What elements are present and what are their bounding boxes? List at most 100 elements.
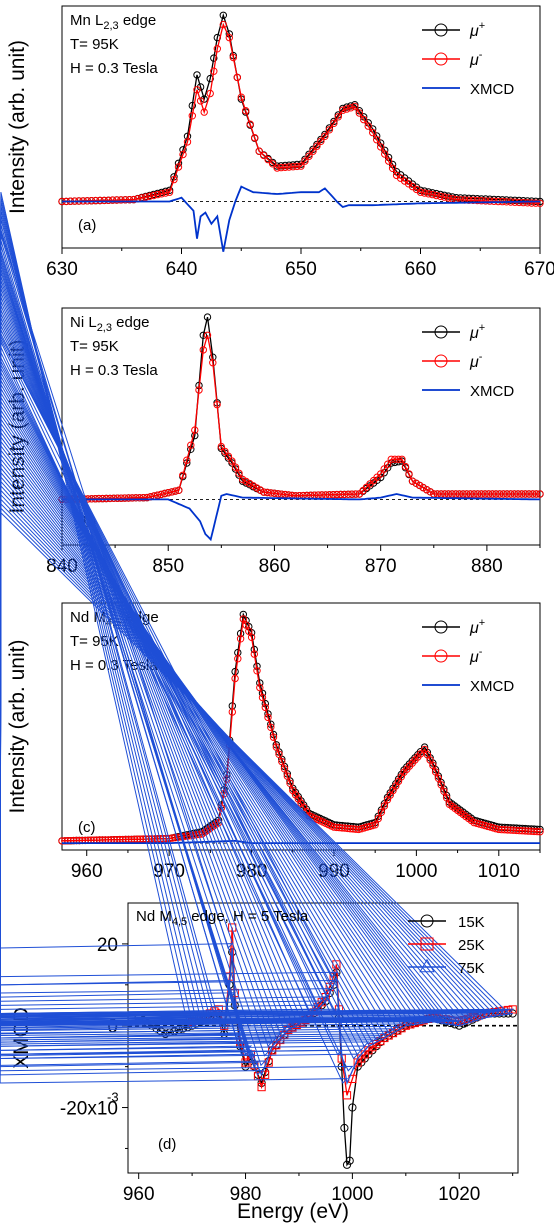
data-point [473,196,481,205]
data-point [0,261,263,1076]
data-point [0,292,294,1029]
legend-mu: μ [469,52,479,69]
series-line [62,185,540,252]
legend-item: μ- [422,351,483,371]
data-point [260,488,268,496]
data-point [200,108,208,116]
legend-mu: μ [469,649,479,666]
data-point [153,491,162,499]
data-point [536,490,544,498]
data-point [391,455,399,463]
data-point [187,441,195,449]
legend-label: 75K [458,960,485,977]
plot-frame [127,902,519,1174]
data-point [210,54,218,62]
data-point [533,827,541,836]
series-line [61,22,541,204]
data-point [213,400,221,409]
data-point [193,71,201,79]
data-point [297,162,305,170]
data-point [104,196,113,205]
data-point [113,494,122,502]
x-tick-label: 1000 [331,1184,373,1205]
data-point [193,86,201,94]
data-point [143,493,151,502]
legend-marker [420,914,434,928]
data-point [321,130,329,139]
data-point [0,378,382,1041]
data-point [344,824,352,833]
data-point [0,399,403,1030]
data-point [380,465,388,473]
x-tick-label: 660 [405,259,437,280]
data-point [124,494,133,502]
y-axis-label: Intensity (arb. unit) [6,640,29,814]
legend-label: μ+ [469,617,485,637]
edge-annotation-element: Ni L [70,314,97,331]
data-point [0,475,479,1022]
data-point [340,490,349,499]
data-point [128,494,136,502]
series- [58,11,544,206]
data-point [135,494,144,502]
data-point [496,490,504,498]
legend: μ+μ-XMCD [422,20,514,98]
data-point [338,824,346,832]
y-tick-exponent: -3 [107,1090,119,1105]
data-point [228,457,236,465]
data-point [0,372,374,1045]
data-point [437,781,445,789]
data-point [141,193,150,201]
data-point [188,112,197,120]
data-point [245,627,253,635]
data-point [343,105,351,113]
legend-item: 75K [408,958,485,977]
data-point [337,490,345,499]
x-tick-label: 880 [471,556,503,577]
data-point [420,189,429,197]
data-point [269,733,278,741]
data-point [377,808,386,816]
data-point [481,490,489,498]
data-point [251,134,259,142]
data-point [515,196,523,205]
data-point [246,120,254,128]
field-annotation: H = 0.3 Tesla [70,362,158,379]
legend: μ+μ-XMCD [422,617,514,695]
data-point [275,750,283,758]
legend-marker [434,620,448,634]
data-point [267,723,275,731]
data-point [347,104,355,112]
data-point [231,674,239,683]
edge-annotation-edge: edge [119,12,157,29]
data-point [260,151,268,160]
data-point [250,650,259,658]
data-point [108,196,117,204]
data-point [113,196,121,204]
data-point [518,490,526,498]
data-point [179,471,187,479]
legend-label: μ- [469,351,483,371]
data-point [339,106,347,114]
data-point [171,487,180,495]
data-point [270,489,279,497]
data-point [0,264,267,1067]
legend-label: XMCD [470,81,514,98]
data-point [161,189,170,197]
data-point [470,490,478,498]
legend-sign: + [479,20,485,32]
data-point [213,45,222,53]
data-point [519,197,527,205]
x-tick-label: 670 [524,259,554,280]
data-point [0,361,363,1056]
legend-sign: - [479,49,483,61]
data-point [0,329,331,994]
data-point [0,395,399,1032]
data-point [432,191,441,200]
data-point [465,194,473,203]
data-point [384,460,392,468]
legend-label: XMCD [470,383,514,400]
data-point [507,490,515,498]
data-point [380,802,389,810]
data-point [0,268,270,1057]
